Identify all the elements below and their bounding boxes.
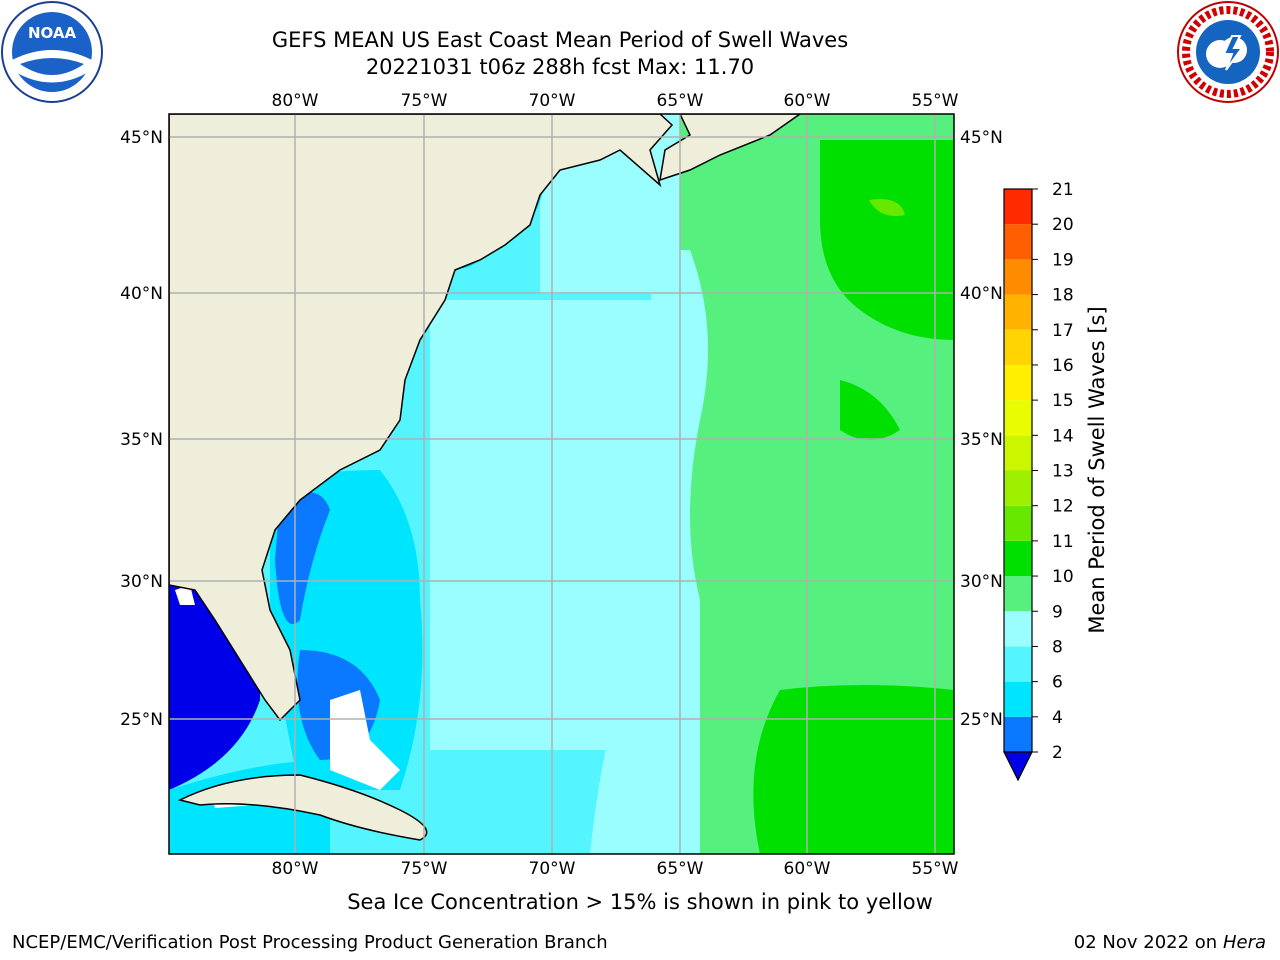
colorbar-segment [1004, 716, 1032, 752]
colorbar: 2 4 6 8 9 10 11 12 13 14 15 16 17 18 19 20 21 [1003, 180, 1074, 782]
lon-labels-bottom: 80°W 75°W 70°W 65°W 60°W 55°W [272, 859, 959, 879]
lon-label: 75°W [401, 91, 448, 111]
colorbar-tick-label: 14 [1052, 426, 1074, 446]
chart-subtitle-run: 20221031 t06z 288h fcst Max: 11.70 [365, 55, 755, 79]
land-cuba [177, 774, 428, 841]
lon-label: 75°W [401, 859, 448, 879]
lon-labels-top: 80°W 75°W 70°W 65°W 60°W 55°W [272, 91, 959, 111]
graticule [169, 114, 954, 854]
ocean-field [820, 140, 954, 340]
colorbar-tick-label: 10 [1052, 567, 1074, 587]
map-frame [168, 113, 955, 855]
ocean-field [869, 199, 905, 216]
noaa-logo: NOAA [1, 1, 103, 103]
lat-label: 30°N [960, 572, 1003, 592]
colorbar-segment [1004, 329, 1032, 365]
colorbar-tick-label: 18 [1052, 286, 1074, 306]
ocean-field [175, 585, 195, 605]
colorbar-tick-label: 17 [1052, 321, 1074, 341]
colorbar-segment [1004, 189, 1032, 225]
colorbar-tick-label: 4 [1052, 708, 1063, 728]
lon-label: 65°W [657, 91, 704, 111]
colorbar-under-extend [1003, 751, 1033, 782]
lon-label: 60°W [784, 91, 831, 111]
lon-label: 80°W [272, 859, 319, 879]
ocean-field [590, 250, 708, 854]
colorbar-tick-label: 11 [1052, 532, 1074, 552]
colorbar-segment [1004, 540, 1032, 577]
noaa-logo-text: NOAA [28, 24, 77, 42]
colorbar-segment [1004, 364, 1032, 401]
lon-label: 65°W [657, 859, 704, 879]
footer-machine: Hera [1222, 932, 1266, 953]
ocean-field [275, 492, 330, 624]
lat-labels-right: 45°N 40°N 35°N 30°N 25°N [960, 128, 1003, 730]
lat-label: 25°N [960, 710, 1003, 730]
colorbar-tick-label: 13 [1052, 462, 1074, 482]
colorbar-segment [1004, 681, 1032, 717]
lat-label: 25°N [120, 710, 163, 730]
colorbar-segment [1004, 611, 1032, 647]
colorbar-tick-label: 6 [1052, 673, 1063, 693]
footer-credit: NCEP/EMC/Verification Post Processing Pr… [12, 932, 608, 953]
lon-label: 55°W [912, 859, 959, 879]
chart-title: GEFS MEAN US East Coast Mean Period of S… [271, 28, 849, 52]
colorbar-tick-label: 20 [1052, 215, 1074, 235]
lon-label: 70°W [529, 859, 576, 879]
ocean-field [840, 380, 900, 440]
lat-label: 45°N [960, 128, 1003, 148]
colorbar-tick-label: 15 [1052, 391, 1074, 411]
lat-labels-left: 45°N 40°N 35°N 30°N 25°N [120, 128, 163, 730]
colorbar-tick-label: 12 [1052, 497, 1074, 517]
lon-label: 55°W [912, 91, 959, 111]
footer-date: 02 Nov 2022 on Hera [1074, 932, 1266, 953]
lat-label: 40°N [120, 284, 163, 304]
ocean-field [330, 690, 400, 790]
colorbar-segment [1004, 470, 1032, 506]
lon-label: 80°W [272, 91, 319, 111]
ocean-field [753, 685, 954, 854]
colorbar-label: Mean Period of Swell Waves [s] [1085, 306, 1109, 634]
colorbar-tick-label: 19 [1052, 250, 1074, 270]
colorbar-segment [1004, 294, 1032, 330]
colorbar-tick-label: 16 [1052, 356, 1074, 376]
lat-label: 40°N [960, 284, 1003, 304]
colorbar-tick-label: 2 [1052, 743, 1063, 763]
colorbar-segment [1004, 400, 1032, 436]
lat-label: 30°N [120, 572, 163, 592]
colorbar-segment [1004, 646, 1032, 682]
colorbar-segment [1004, 259, 1032, 295]
colorbar-tick-label: 8 [1052, 637, 1063, 657]
lat-label: 35°N [120, 430, 163, 450]
footer-date-text: 02 Nov 2022 on [1073, 932, 1218, 953]
map-plot-area [169, 114, 954, 854]
colorbar-segment [1004, 576, 1032, 612]
lat-label: 45°N [120, 128, 163, 148]
colorbar-segment [1004, 505, 1032, 541]
colorbar-tick-label: 9 [1052, 602, 1063, 622]
lon-label: 60°W [784, 859, 831, 879]
colorbar-segment [1004, 435, 1032, 471]
land-maritimes [659, 114, 802, 182]
sea-ice-note: Sea Ice Concentration > 15% is shown in … [347, 890, 933, 914]
lat-label: 35°N [960, 430, 1003, 450]
colorbar-tick-label: 21 [1052, 180, 1074, 200]
lon-label: 70°W [529, 91, 576, 111]
nws-logo [1177, 1, 1279, 103]
colorbar-segment [1004, 224, 1032, 260]
